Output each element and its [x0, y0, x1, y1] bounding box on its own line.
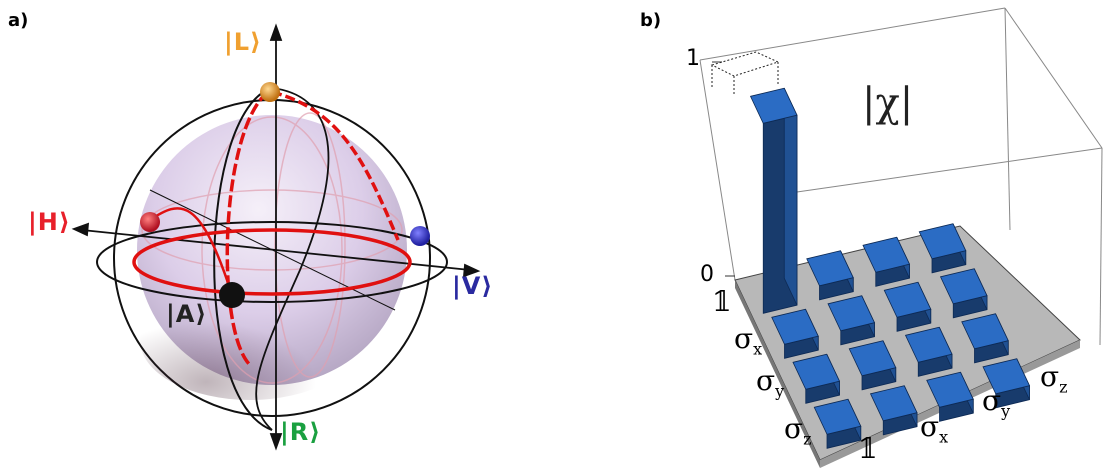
- chi-title: |χ|: [862, 80, 914, 126]
- chi-bar-top: [961, 313, 1009, 350]
- state-L-ball: [260, 82, 280, 102]
- chi-bar-top: [904, 326, 953, 363]
- chi-bar-side: [762, 114, 798, 314]
- chi-bar-side: [917, 282, 932, 324]
- chi-bar-side: [819, 277, 854, 301]
- chi-bar-side: [917, 353, 953, 377]
- chi-bar-side: [896, 308, 932, 332]
- col-label-sigma-y: σy: [982, 384, 1011, 421]
- chi-bar-top: [862, 236, 911, 273]
- chi-bar-side: [882, 412, 918, 436]
- chi-bar-side: [861, 295, 875, 337]
- chi-bar-top: [939, 268, 988, 305]
- chi-bar-side: [784, 335, 819, 359]
- state-A-label: |A⟩: [166, 300, 208, 328]
- col-label-sigma-x: σx: [920, 410, 949, 447]
- row-label-sigma-z: σz: [784, 412, 812, 449]
- chi-bar-top: [918, 223, 967, 260]
- horizontal-axis: [81, 229, 471, 271]
- chi-bar-top: [926, 371, 974, 408]
- row-label-sigma-y: σy: [756, 364, 785, 401]
- chi-bar-side: [826, 354, 840, 396]
- chi-bar-side: [960, 372, 974, 414]
- chi-bar-top: [813, 398, 862, 435]
- state-H-label: |H⟩: [28, 208, 71, 236]
- bloch-sphere-diagram: [71, 23, 481, 451]
- chi-bar-side: [1016, 358, 1030, 400]
- outer-equator: [96, 221, 448, 303]
- chi-bar-side: [783, 88, 798, 306]
- chi-bar-side: [974, 340, 1009, 364]
- z-tick-1: 1: [686, 46, 700, 71]
- chi-bar-top: [749, 87, 798, 124]
- chi-bar-side: [826, 425, 862, 449]
- chi-bar-top: [848, 340, 897, 377]
- state-H-ball: [140, 212, 160, 232]
- chi-bar-side: [931, 250, 967, 274]
- state-A-ball: [219, 282, 245, 308]
- chi-bar-side: [805, 380, 840, 404]
- chi-bar-side: [861, 367, 897, 391]
- chi-bar-side: [952, 223, 967, 265]
- chi-bar-top: [771, 308, 819, 345]
- chi-bar-top: [869, 385, 918, 422]
- state-V-ball: [410, 226, 430, 246]
- chi-bar-side: [840, 322, 875, 346]
- outer-meridian: [213, 87, 273, 431]
- chi-bar-top: [827, 295, 876, 332]
- chi-bar-side: [875, 263, 910, 287]
- chi-bar-top: [883, 281, 932, 318]
- col-label-sigma-z: σz: [1040, 360, 1068, 397]
- chi-bar-side: [896, 237, 910, 279]
- panel-b-label: b): [640, 10, 662, 31]
- measurement-trajectory: [132, 90, 412, 367]
- row-label-sigma-x: σx: [734, 322, 763, 359]
- chi-bar-side: [882, 340, 897, 382]
- chi-bar-side: [973, 268, 988, 310]
- chi-bar-side: [938, 327, 953, 369]
- chi-bar-side: [840, 250, 854, 292]
- z-tick-0: 0: [700, 262, 714, 287]
- chi-bar-side: [952, 295, 988, 319]
- row-label-identity: 𝟙: [712, 285, 732, 318]
- chi-bar-top: [806, 250, 854, 287]
- chi-bar-side: [805, 309, 819, 351]
- state-L-label: |L⟩: [224, 28, 263, 56]
- chi-bar-top: [792, 353, 841, 390]
- panel-a-label: a): [8, 10, 29, 31]
- state-R-label: |R⟩: [280, 418, 322, 446]
- chi-bar-side: [995, 313, 1009, 355]
- chi-bar-side: [903, 385, 918, 427]
- state-V-label: |V⟩: [452, 272, 494, 300]
- col-label-identity: 𝟙: [858, 432, 878, 465]
